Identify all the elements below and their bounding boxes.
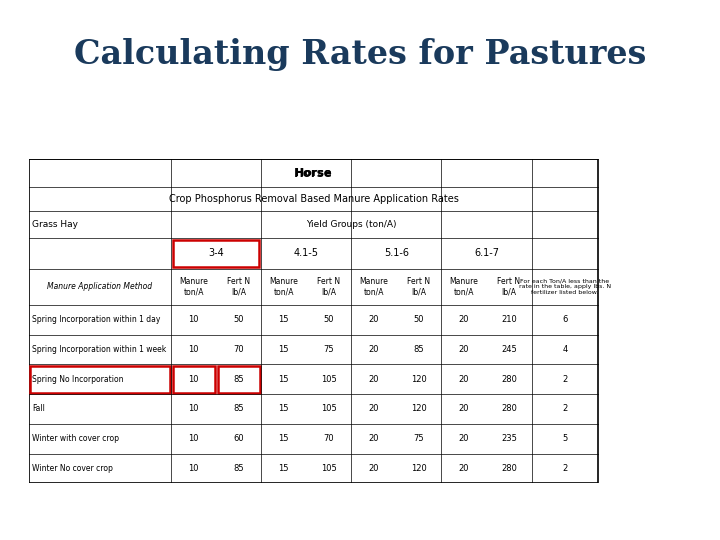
Text: 20: 20 bbox=[459, 464, 469, 473]
Text: 3-4: 3-4 bbox=[208, 248, 224, 258]
Text: 2: 2 bbox=[562, 464, 567, 473]
Text: 15: 15 bbox=[279, 434, 289, 443]
Text: Spring No Incorporation: Spring No Incorporation bbox=[32, 375, 124, 384]
Text: 85: 85 bbox=[414, 345, 424, 354]
Text: 50: 50 bbox=[233, 315, 244, 324]
Text: 20: 20 bbox=[459, 434, 469, 443]
Text: 20: 20 bbox=[369, 434, 379, 443]
Text: 280: 280 bbox=[501, 375, 517, 384]
Text: 15: 15 bbox=[279, 404, 289, 414]
Text: 20: 20 bbox=[369, 345, 379, 354]
Text: 4: 4 bbox=[562, 345, 567, 354]
Text: Winter with cover crop: Winter with cover crop bbox=[32, 434, 119, 443]
Text: 75: 75 bbox=[414, 434, 424, 443]
Text: 280: 280 bbox=[501, 404, 517, 414]
Text: 20: 20 bbox=[459, 315, 469, 324]
Text: 6.1-7: 6.1-7 bbox=[474, 248, 499, 258]
Text: 105: 105 bbox=[321, 404, 337, 414]
Text: 120: 120 bbox=[411, 464, 427, 473]
Text: Crop Phosphorus Removal Based Manure Application Rates: Crop Phosphorus Removal Based Manure App… bbox=[168, 194, 459, 204]
Text: 5.1-6: 5.1-6 bbox=[384, 248, 409, 258]
Text: 245: 245 bbox=[501, 345, 517, 354]
Text: 75: 75 bbox=[323, 345, 334, 354]
Text: Fert N
lb/A: Fert N lb/A bbox=[408, 277, 431, 296]
Text: 10: 10 bbox=[189, 434, 199, 443]
Text: Manure
ton/A: Manure ton/A bbox=[269, 277, 298, 296]
Text: Fert N
lb/A: Fert N lb/A bbox=[318, 277, 341, 296]
Text: Extension: Extension bbox=[94, 508, 193, 526]
Text: 20: 20 bbox=[459, 345, 469, 354]
Text: 235: 235 bbox=[501, 434, 517, 443]
Text: Fert N
lb/A: Fert N lb/A bbox=[228, 277, 251, 296]
Text: 10: 10 bbox=[189, 375, 199, 384]
Text: 70: 70 bbox=[233, 345, 244, 354]
Text: 20: 20 bbox=[369, 315, 379, 324]
Bar bbox=[174, 240, 259, 267]
Text: 15: 15 bbox=[279, 345, 289, 354]
Text: Manure
ton/A: Manure ton/A bbox=[449, 277, 478, 296]
Text: 20: 20 bbox=[459, 375, 469, 384]
Text: 20: 20 bbox=[369, 464, 379, 473]
Text: 5: 5 bbox=[562, 434, 567, 443]
Text: Spring Incorporation within 1 week: Spring Incorporation within 1 week bbox=[32, 345, 166, 354]
Text: 10: 10 bbox=[189, 464, 199, 473]
Text: 10: 10 bbox=[189, 345, 199, 354]
Text: 15: 15 bbox=[279, 315, 289, 324]
Text: Spring Incorporation within 1 day: Spring Incorporation within 1 day bbox=[32, 315, 161, 324]
Text: 10 Ton/A is the maximum amount of
manure that can be applied mechanically: 10 Ton/A is the maximum amount of manure… bbox=[226, 424, 516, 454]
Text: Fert N
lb/A: Fert N lb/A bbox=[498, 277, 521, 296]
Text: 85: 85 bbox=[233, 375, 244, 384]
Bar bbox=[29, 159, 598, 483]
Text: 280: 280 bbox=[501, 464, 517, 473]
Text: 85: 85 bbox=[233, 464, 244, 473]
Text: Manure Application Method: Manure Application Method bbox=[48, 282, 153, 292]
Text: Horse: Horse bbox=[294, 167, 333, 180]
Text: Manure
ton/A: Manure ton/A bbox=[359, 277, 388, 296]
Text: Yield Groups (ton/A): Yield Groups (ton/A) bbox=[306, 220, 397, 229]
Text: 20: 20 bbox=[369, 375, 379, 384]
Text: 20: 20 bbox=[369, 404, 379, 414]
Text: 15: 15 bbox=[279, 464, 289, 473]
Bar bbox=[30, 366, 170, 393]
FancyBboxPatch shape bbox=[209, 402, 533, 475]
Text: Winter No cover crop: Winter No cover crop bbox=[32, 464, 113, 473]
Text: 2: 2 bbox=[562, 404, 567, 414]
Bar bbox=[173, 366, 215, 393]
Bar bbox=[217, 366, 260, 393]
Text: 210: 210 bbox=[501, 315, 517, 324]
Text: 50: 50 bbox=[414, 315, 424, 324]
Text: 70: 70 bbox=[323, 434, 334, 443]
Text: 105: 105 bbox=[321, 375, 337, 384]
Text: 15: 15 bbox=[279, 375, 289, 384]
Text: 4.1-5: 4.1-5 bbox=[294, 248, 319, 258]
Text: Calculating Rates for Pastures: Calculating Rates for Pastures bbox=[74, 38, 646, 71]
Text: 120: 120 bbox=[411, 404, 427, 414]
Text: 60: 60 bbox=[233, 434, 244, 443]
Text: Grass Hay: Grass Hay bbox=[32, 220, 78, 229]
Text: 10: 10 bbox=[189, 315, 199, 324]
Text: Manure
ton/A: Manure ton/A bbox=[179, 277, 208, 296]
Text: 6: 6 bbox=[562, 315, 567, 324]
Text: 105: 105 bbox=[321, 464, 337, 473]
Text: Horse: Horse bbox=[295, 168, 332, 178]
Text: For each Ton/A less than the
rate in the table, apply lbs. N
fertilizer listed b: For each Ton/A less than the rate in the… bbox=[519, 279, 611, 295]
Text: 2: 2 bbox=[562, 375, 567, 384]
Text: Penn State: Penn State bbox=[18, 508, 121, 526]
Text: 50: 50 bbox=[323, 315, 334, 324]
Text: 85: 85 bbox=[233, 404, 244, 414]
Text: Fall: Fall bbox=[32, 404, 45, 414]
Text: 120: 120 bbox=[411, 375, 427, 384]
Text: 10: 10 bbox=[189, 404, 199, 414]
Text: 20: 20 bbox=[459, 404, 469, 414]
